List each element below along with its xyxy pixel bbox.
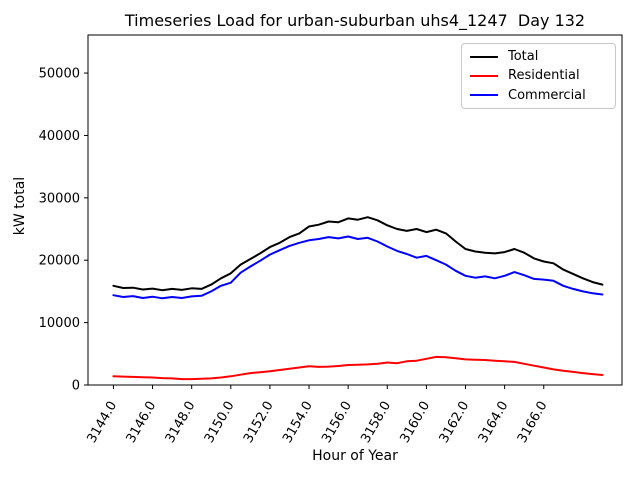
x-tick-label: 3154.0 [280,399,316,446]
commercial-line-swatch [470,94,498,97]
legend-label-total: Total [508,49,539,65]
residential-line-swatch [470,74,498,77]
y-tick-label: 40000 [39,129,80,144]
legend-item-residential: Residential [470,69,607,82]
x-tick-label: 3152.0 [241,399,277,446]
axes-frame [87,34,623,386]
x-tick-label: 3164.0 [476,399,512,446]
x-tick-label: 3158.0 [358,399,394,446]
legend-label-residential: Residential [508,68,580,84]
x-tick-label: 3166.0 [515,399,551,446]
chart-title: Timeseries Load for urban-suburban uhs4_… [124,11,586,30]
y-tick-label: 0 [72,379,80,394]
residential-series-line [112,355,604,381]
x-tick-label: 3160.0 [397,399,433,446]
y-axis-label: kW total [12,176,28,236]
legend-label-commercial: Commercial [508,87,586,103]
total-line-swatch [470,55,498,58]
commercial-series-line [112,235,604,300]
legend-item-total: Total [470,50,607,63]
x-tick-label: 3144.0 [85,399,121,446]
x-tick-label: 3148.0 [163,399,199,446]
x-tick-label: 3146.0 [124,399,160,446]
legend: Total Residential Commercial [461,43,616,109]
x-tick-label: 3150.0 [202,399,238,446]
x-tick-label: 3162.0 [437,399,473,446]
legend-item-commercial: Commercial [470,89,607,102]
total-series-line [112,216,604,292]
y-tick-label: 20000 [39,254,80,269]
x-tick-label: 3156.0 [319,399,355,446]
y-tick-label: 30000 [39,191,80,206]
x-axis-label: Hour of Year [312,448,398,464]
y-tick-label: 50000 [39,67,80,82]
y-tick-label: 10000 [39,316,80,331]
